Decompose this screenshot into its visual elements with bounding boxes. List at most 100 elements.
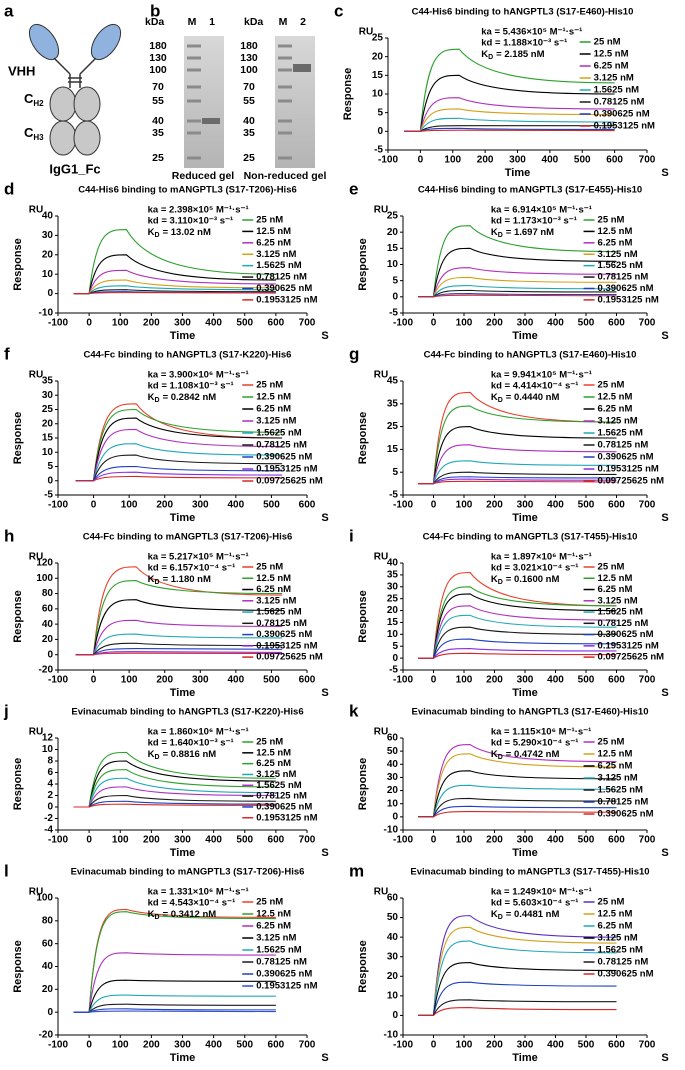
marker-label: 35	[243, 127, 255, 139]
dissociation-constant: KD = 0.8816 nM	[148, 749, 217, 761]
y-tick-label: -20	[39, 1030, 54, 1041]
panel-label: f	[4, 344, 10, 363]
y-tick-label: -5	[44, 490, 53, 501]
x-tick-label: -100	[48, 500, 68, 511]
y-axis-label: Response	[12, 590, 24, 643]
x-tick-label: 0	[431, 835, 437, 846]
x-tick-label: 0	[86, 835, 92, 846]
y-tick-label: 0	[47, 288, 53, 299]
legend-label: 12.5 nM	[256, 573, 291, 584]
marker-label: 180	[149, 40, 167, 52]
chart-panel: k Evinacumab binding to hANGPTL3 (S17-E46…	[349, 701, 669, 858]
kd-subscript: D	[155, 754, 160, 761]
x-tick-label: 500	[236, 835, 253, 846]
legend-label: 25 nM	[256, 380, 283, 391]
kd-subscript: D	[155, 579, 160, 586]
y-tick-label: 50	[387, 746, 399, 757]
legend-label: 25 nM	[256, 562, 283, 573]
y-tick-label: 100	[36, 573, 53, 584]
legend-label: 6.25 nM	[256, 404, 291, 415]
y-tick-label: 15	[42, 433, 54, 444]
kd-symbol: K	[491, 574, 498, 585]
kd-symbol: K	[148, 392, 155, 403]
hinge	[53, 57, 97, 88]
x-axis-label: Time	[512, 512, 537, 524]
sensorgram-line	[418, 962, 617, 1016]
x-unit: S	[661, 1052, 668, 1064]
y-tick-label: 5	[377, 107, 383, 118]
legend-label: 0.78125 nM	[594, 97, 645, 108]
x-tick-label: 400	[547, 318, 564, 329]
y-tick-label: 25	[387, 593, 399, 604]
ch3-main: C	[24, 125, 34, 140]
y-tick-label: -5	[389, 490, 398, 501]
chart-title: C44-Fc binding to hANGPTL3 (S17-E460)-Hi…	[424, 350, 637, 361]
x-tick-label: 300	[517, 675, 534, 686]
x-tick-label: 700	[639, 318, 656, 329]
y-tick-label: 20	[42, 984, 54, 995]
ladder-band	[278, 68, 292, 72]
x-tick-label: -100	[48, 675, 68, 686]
x-tick-label: -100	[48, 1040, 68, 1051]
y-tick-label: 5	[392, 275, 398, 286]
ch2-domain	[49, 86, 77, 122]
x-tick-label: -100	[393, 1040, 413, 1051]
legend-label: 0.09725625 nM	[256, 476, 323, 487]
y-tick-label: 10	[387, 798, 399, 809]
x-axis-label: Time	[505, 167, 530, 179]
sensorgram-line	[418, 444, 617, 485]
y-tick-label: 0	[47, 802, 53, 813]
y-tick-label: 10	[387, 629, 399, 640]
sensorgram-line	[73, 994, 276, 1013]
sensorgram-line	[418, 797, 617, 818]
legend-label: 6.25 nM	[256, 758, 291, 769]
chart-title: C44-Fc binding to hANGPTL3 (S17-K220)-Hi…	[84, 350, 292, 361]
legend-label: 12.5 nM	[256, 226, 291, 237]
x-tick-label: 100	[121, 500, 138, 511]
y-tick-label: 10	[372, 89, 384, 100]
ka-constant: ka = 1.897×10⁶ M⁻¹·s⁻¹	[491, 552, 592, 563]
legend-label: 25 nM	[256, 215, 283, 226]
marker-label: 70	[152, 81, 164, 93]
y-tick-label: 50	[387, 912, 399, 923]
y-unit: RU	[374, 552, 388, 563]
sensorgram-line	[418, 915, 617, 1016]
x-unit: S	[321, 687, 328, 699]
legend-label: 25 nM	[594, 37, 621, 48]
kd-value: = 0.4742 nM	[506, 749, 560, 760]
kd-value: = 0.1600 nM	[506, 574, 560, 585]
sensorgram-line	[418, 471, 617, 485]
chart-panel: j Evinacumab binding to hANGPTL3 (S17-K22…	[3, 701, 329, 858]
y-tick-label: 5	[47, 461, 53, 472]
x-tick-label: 100	[456, 675, 473, 686]
x-tick-label: 300	[509, 155, 526, 166]
legend-label: 0.1953125 nM	[598, 464, 659, 475]
marker-label: 70	[243, 81, 255, 93]
legend-label: 6.25 nM	[598, 584, 633, 595]
x-tick-label: 500	[578, 318, 595, 329]
y-tick-label: 10	[42, 744, 54, 755]
sensorgram-line	[73, 1003, 276, 1013]
y-axis-label: Response	[357, 238, 369, 291]
y-tick-label: 60	[387, 893, 399, 904]
x-tick-label: 100	[444, 155, 461, 166]
marker-label: 130	[240, 52, 258, 64]
legend-label: 25 nM	[256, 737, 283, 748]
x-unit: S	[661, 847, 668, 859]
marker-label: 130	[149, 52, 167, 64]
legend-label: 0.1953125 nM	[594, 121, 655, 132]
x-tick-label: 400	[547, 835, 564, 846]
sensorgram-line	[418, 476, 617, 485]
y-tick-label: 0	[392, 1010, 398, 1021]
legend-label: 0.390625 nM	[256, 969, 312, 980]
kd-subscript: D	[488, 54, 493, 61]
x-tick-label: 600	[268, 1040, 285, 1051]
x-tick-label: 100	[112, 835, 129, 846]
sensorgram-line	[418, 294, 617, 298]
legend-label: 25 nM	[598, 380, 625, 391]
y-tick-label: 15	[387, 444, 399, 455]
sensorgram-line	[418, 284, 617, 298]
x-tick-label: 0	[431, 500, 437, 511]
x-tick-label: 700	[299, 835, 316, 846]
